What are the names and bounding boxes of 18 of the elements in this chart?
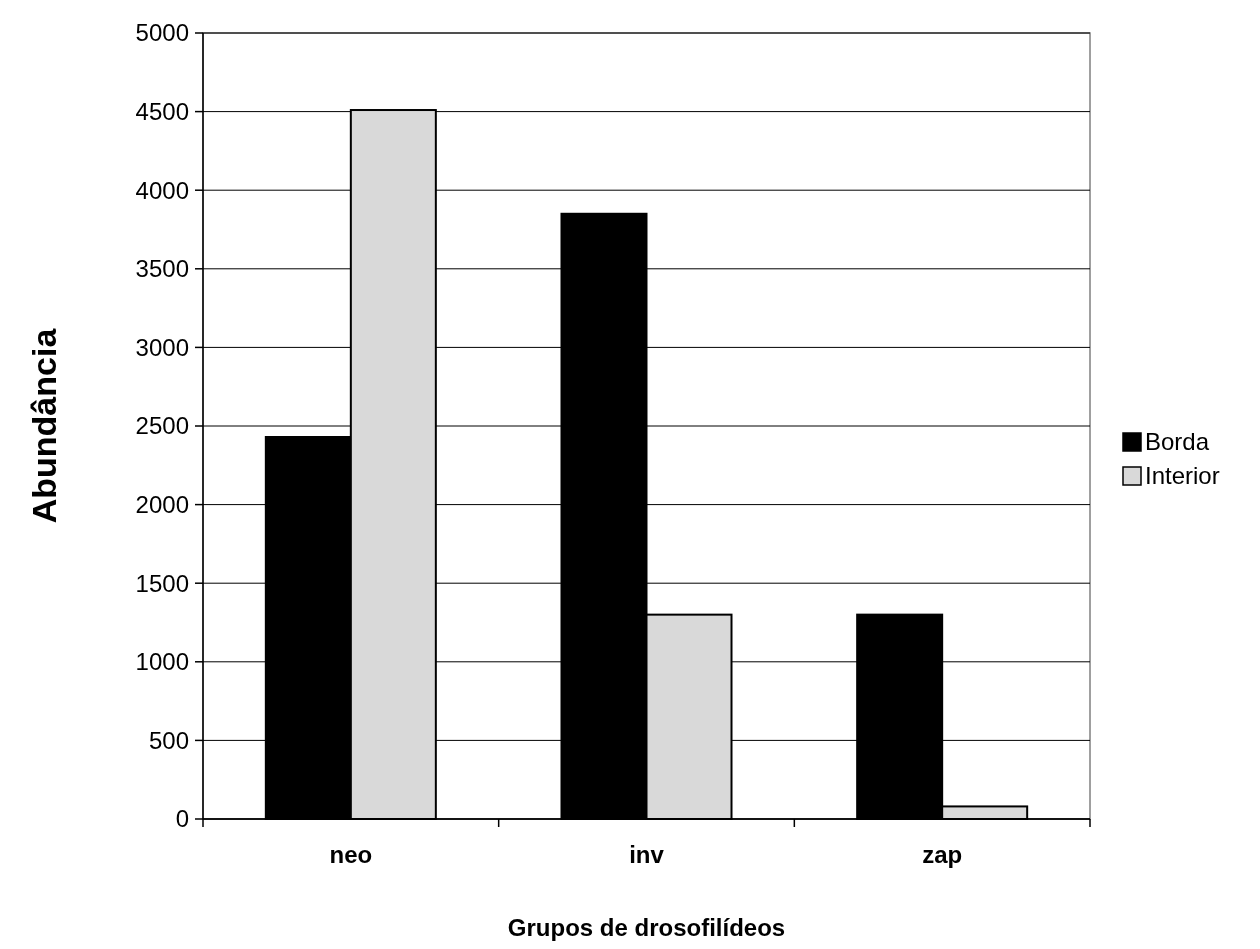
x-tick-label: neo [329,841,373,868]
y-tick-label: 500 [148,726,189,754]
x-tick-label: inv [629,841,665,868]
y-tick-label: 4000 [135,176,189,204]
legend-label: Borda [1145,428,1210,456]
y-tick-label: 5000 [135,19,189,47]
y-tick-label: 1500 [135,569,189,597]
x-axis-title: Grupos de drosofilídeos [507,914,786,941]
y-tick-label: 0 [175,805,189,833]
y-tick-label: 4500 [135,98,189,125]
y-tick-label: 2000 [135,491,189,518]
y-axis-title: Abundância [25,327,63,524]
y-tick-label: 3000 [135,333,189,361]
y-tick-label: 3500 [135,255,189,283]
x-tick-label: zap [922,841,963,868]
legend-label: Interior [1145,462,1220,490]
y-tick-label: 1000 [135,648,189,676]
y-tick-label: 2500 [135,412,189,440]
